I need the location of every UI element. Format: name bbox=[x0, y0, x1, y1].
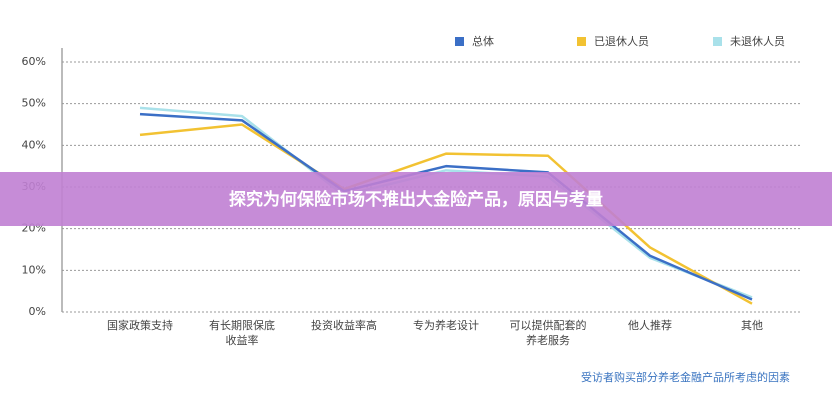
x-tick-label: 可以提供配套的 养老服务 bbox=[509, 319, 587, 347]
x-tick-label: 专为养老设计 bbox=[413, 319, 479, 332]
series-line bbox=[139, 106, 753, 299]
legend-label: 未退休人员 bbox=[730, 35, 785, 48]
x-tick-label-box: 有长期限保底 收益率 bbox=[209, 319, 275, 347]
x-tick-label-box: 可以提供配套的 养老服务 bbox=[509, 319, 587, 347]
legend-swatch bbox=[455, 37, 464, 46]
x-tick-label: 他人推荐 bbox=[628, 319, 672, 332]
legend-swatch bbox=[577, 37, 586, 46]
legend-label: 已退休人员 bbox=[594, 35, 649, 48]
overlay-banner bbox=[0, 172, 832, 226]
x-tick-label-box: 国家政策支持 bbox=[107, 319, 173, 332]
y-tick-label: 40% bbox=[22, 138, 46, 151]
x-tick-label: 投资收益率高 bbox=[311, 319, 377, 332]
x-tick-label-box: 其他 bbox=[741, 319, 763, 332]
x-tick-label: 国家政策支持 bbox=[107, 319, 173, 332]
x-tick-label-box: 投资收益率高 bbox=[311, 319, 377, 332]
x-tick-label: 有长期限保底 收益率 bbox=[209, 319, 275, 347]
legend-label: 总体 bbox=[472, 34, 494, 48]
x-tick-label-box: 专为养老设计 bbox=[413, 319, 479, 332]
x-tick-label-box: 他人推荐 bbox=[628, 319, 672, 332]
y-tick-label: 10% bbox=[22, 263, 46, 276]
legend-swatch bbox=[713, 37, 722, 46]
source-note: 受访者购买部分养老金融产品所考虑的因素 bbox=[581, 370, 790, 384]
overlay-title: 探究为何保险市场不推出大金险产品，原因与考量 bbox=[229, 189, 603, 210]
y-tick-label: 50% bbox=[22, 97, 46, 110]
series-line bbox=[139, 123, 753, 305]
x-tick-label: 其他 bbox=[741, 319, 763, 332]
y-tick-label: 60% bbox=[22, 55, 46, 68]
series-line bbox=[139, 112, 753, 301]
y-tick-label: 0% bbox=[29, 305, 46, 318]
